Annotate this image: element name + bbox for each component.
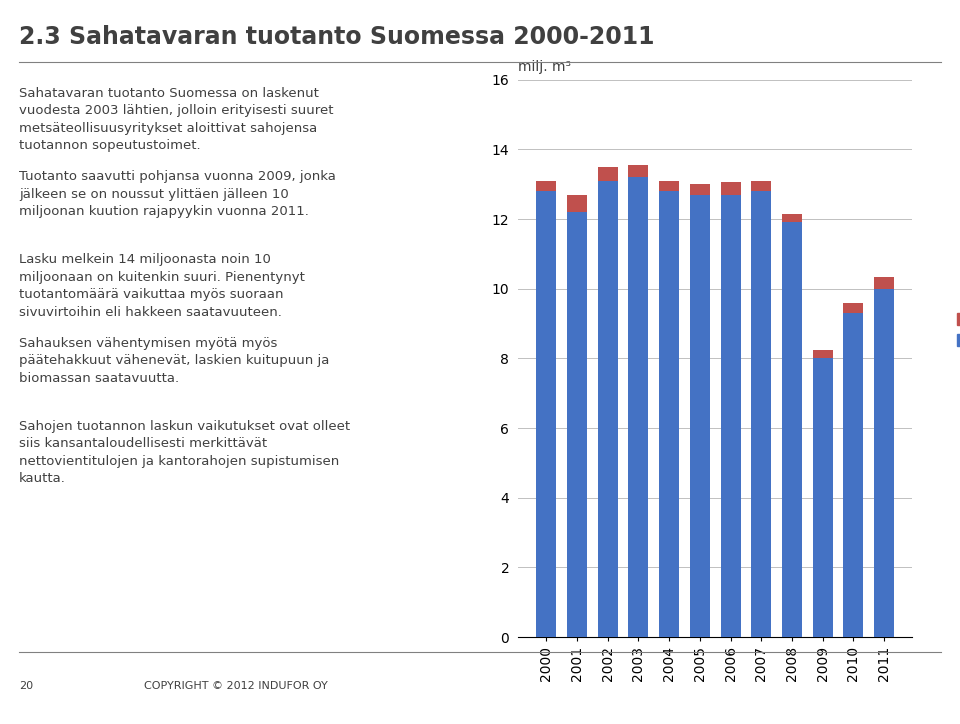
Text: Sahatavaran tuotanto Suomessa on laskenut
vuodesta 2003 lähtien, jolloin erityis: Sahatavaran tuotanto Suomessa on laskenu… (19, 87, 334, 152)
Bar (598, 181, 617, 637)
Bar (660, 191, 679, 637)
Bar (660, 181, 679, 191)
Bar (782, 214, 802, 222)
Bar (598, 167, 617, 181)
Bar (567, 195, 587, 212)
Bar (875, 289, 894, 637)
Bar (721, 195, 740, 637)
Bar (875, 277, 894, 289)
Bar (813, 358, 832, 637)
Bar (752, 181, 771, 191)
Text: 2.3 Sahatavaran tuotanto Suomessa 2000-2011: 2.3 Sahatavaran tuotanto Suomessa 2000-2… (19, 25, 655, 49)
Text: 20: 20 (19, 681, 34, 691)
Text: milj. m³: milj. m³ (518, 60, 571, 74)
Bar (752, 191, 771, 637)
Text: Tuotanto saavutti pohjansa vuonna 2009, jonka
jälkeen se on noussut ylittäen jäl: Tuotanto saavutti pohjansa vuonna 2009, … (19, 170, 336, 218)
Bar (690, 184, 709, 195)
Bar (537, 191, 556, 637)
Bar (782, 222, 802, 637)
Bar (567, 212, 587, 637)
Bar (629, 177, 648, 637)
Bar (629, 165, 648, 177)
Legend: Lehti, Havu: Lehti, Havu (951, 308, 960, 353)
Bar (844, 313, 863, 637)
Bar (813, 350, 832, 358)
Bar (721, 182, 740, 195)
Bar (690, 195, 709, 637)
Text: Lasku melkein 14 miljoonasta noin 10
miljoonaan on kuitenkin suuri. Pienentynyt
: Lasku melkein 14 miljoonasta noin 10 mil… (19, 253, 305, 319)
Text: Sahauksen vähentymisen myötä myös
päätehakkuut vähenevät, laskien kuitupuun ja
b: Sahauksen vähentymisen myötä myös pääteh… (19, 337, 329, 384)
Text: COPYRIGHT © 2012 INDUFOR OY: COPYRIGHT © 2012 INDUFOR OY (144, 681, 327, 691)
Text: Sahojen tuotannon laskun vaikutukset ovat olleet
siis kansantaloudellisesti merk: Sahojen tuotannon laskun vaikutukset ova… (19, 420, 350, 485)
Bar (844, 303, 863, 313)
Bar (537, 181, 556, 191)
